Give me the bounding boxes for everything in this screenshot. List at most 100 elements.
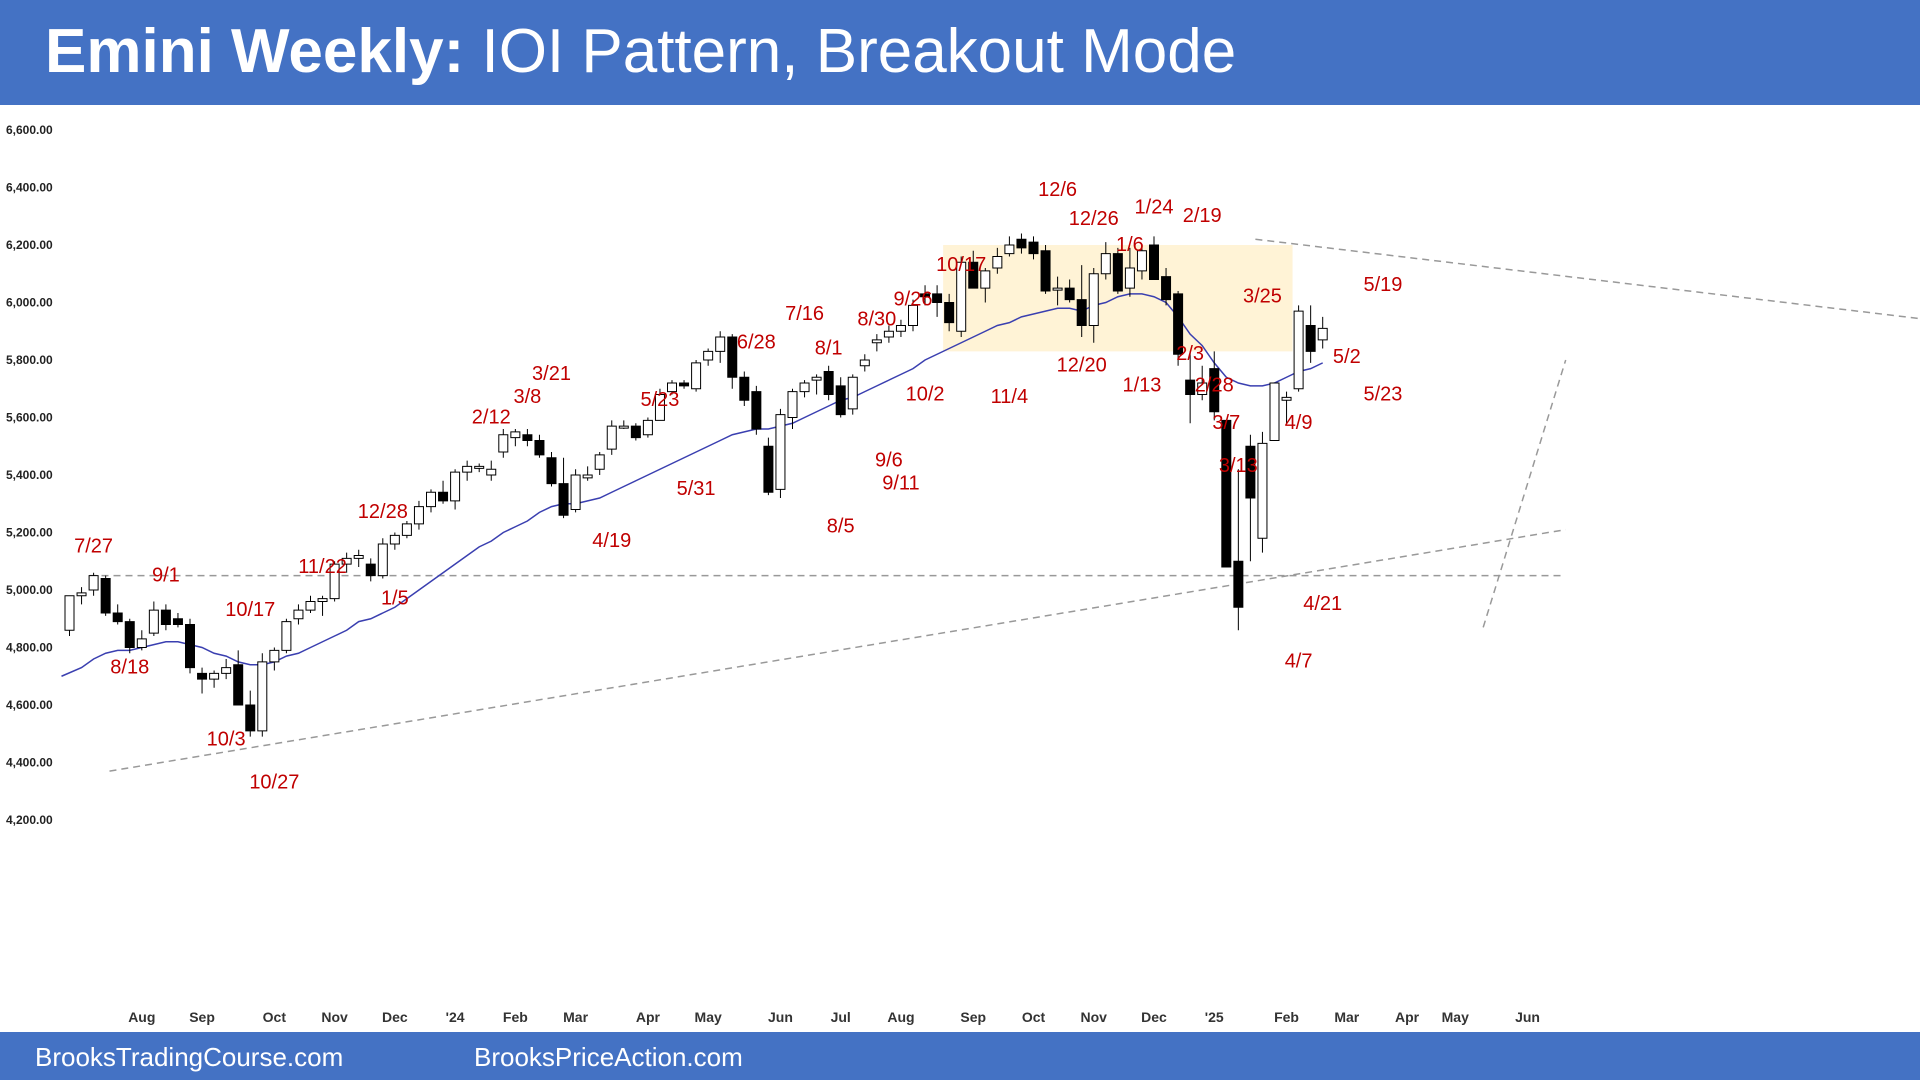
candle-body: [1052, 287, 1063, 291]
date-annotation: 10/3: [207, 728, 246, 750]
candle-body: [462, 465, 473, 473]
page-title: Emini Weekly: IOI Pattern, Breakout Mode: [45, 16, 1236, 87]
candle-body: [185, 624, 195, 669]
x-tick-label: Apr: [1395, 1009, 1420, 1025]
y-tick-label: 6,600.00: [6, 123, 53, 137]
candle-body: [944, 302, 955, 324]
date-annotation: 7/27: [74, 536, 113, 558]
candle-body: [1173, 293, 1184, 355]
candle-body: [353, 555, 364, 559]
candle-body: [1028, 241, 1039, 255]
x-tick-label: Oct: [263, 1009, 287, 1025]
candle-body: [486, 468, 497, 476]
candle-body: [968, 261, 979, 289]
date-annotation: 10/2: [906, 383, 945, 405]
y-tick-label: 6,200.00: [6, 238, 53, 252]
x-tick-label: Jul: [831, 1009, 851, 1025]
date-annotation: 5/31: [677, 478, 716, 500]
candle-body: [64, 595, 75, 631]
date-annotation: 8/5: [827, 516, 855, 538]
candle-body: [763, 445, 774, 493]
candle-body: [739, 376, 750, 401]
date-annotation: 8/1: [815, 337, 843, 359]
candle-body: [847, 376, 858, 410]
candle-body: [401, 523, 412, 536]
candle-body: [1305, 325, 1316, 352]
candle-body: [558, 483, 569, 516]
resistance-trendline: [1255, 238, 1920, 320]
date-annotation: 11/4: [991, 386, 1028, 408]
candle-body: [317, 598, 328, 602]
candle-body: [329, 563, 340, 600]
candle-body: [1245, 445, 1256, 499]
y-tick-label: 5,000.00: [6, 583, 53, 597]
candle-body: [667, 382, 677, 393]
x-tick-label: Jun: [768, 1009, 793, 1025]
footer-link-left[interactable]: BrooksTradingCourse.com: [35, 1042, 344, 1072]
y-tick-label: 5,200.00: [6, 526, 53, 540]
date-annotation: 9/11: [882, 472, 919, 494]
candle-body: [1161, 276, 1172, 301]
candle-body: [1004, 244, 1015, 255]
candlestick-chart: 4,200.00 4,400.00 4,600.00 4,800.00 5,000.00…: [6, 123, 1920, 1025]
candle-body: [197, 672, 208, 680]
date-annotation: 3/21: [532, 363, 571, 385]
candle-body: [1281, 396, 1292, 401]
candle-body: [389, 534, 400, 545]
candle-body: [305, 601, 316, 611]
x-tick-label: Dec: [1141, 1009, 1167, 1025]
date-annotation: 9/1: [152, 564, 180, 586]
candle-body: [546, 457, 557, 485]
candle-body: [510, 431, 521, 439]
candle-body: [1136, 250, 1147, 272]
x-tick-label: '25: [1205, 1009, 1224, 1025]
date-annotation: 1/24: [1135, 196, 1174, 218]
candle-body: [88, 575, 99, 591]
x-tick-label: Dec: [382, 1009, 408, 1025]
date-annotation: 9/26: [894, 288, 933, 310]
x-tick-label: Aug: [128, 1009, 155, 1025]
footer-link-right[interactable]: BrooksPriceAction.com: [474, 1042, 743, 1072]
candle-body: [209, 672, 220, 680]
date-annotation: 8/30: [857, 309, 896, 331]
candle-body: [932, 293, 943, 303]
candle-body: [365, 563, 376, 577]
candle-body: [136, 638, 147, 648]
date-annotation: 4/7: [1285, 651, 1313, 673]
date-annotation: 12/26: [1069, 208, 1119, 230]
candle-body: [413, 506, 424, 525]
candle-body: [1124, 267, 1135, 289]
x-tick-label: Sep: [189, 1009, 215, 1025]
candle-body: [570, 474, 581, 510]
date-annotation: 2/28: [1195, 375, 1234, 397]
candle-body: [257, 661, 268, 732]
candle-body: [956, 261, 967, 332]
candle-body: [1100, 253, 1111, 275]
candle-body: [1016, 238, 1027, 249]
candle-body: [1076, 299, 1087, 326]
candle-body: [269, 649, 280, 663]
date-annotation: 4/19: [592, 530, 631, 552]
x-tick-label: Nov: [1081, 1009, 1108, 1025]
date-annotation: 2/3: [1176, 343, 1204, 365]
date-annotation: 7/16: [785, 303, 824, 325]
candle-body: [703, 350, 714, 361]
date-annotation: 1/13: [1122, 375, 1161, 397]
candle-body: [715, 336, 726, 352]
candle-body: [474, 465, 485, 469]
candle-body: [100, 578, 111, 614]
candle-body: [895, 325, 906, 332]
date-annotation: 11/22: [298, 556, 347, 578]
candle-body: [642, 419, 653, 436]
candle-body: [377, 543, 388, 577]
candle-body: [1293, 310, 1304, 390]
candle-body: [522, 434, 533, 441]
candle-body: [172, 618, 183, 625]
date-annotation: 10/17: [936, 254, 986, 276]
candle-body: [1185, 379, 1196, 395]
support-trendline: [1482, 359, 1567, 628]
x-tick-label: May: [1442, 1009, 1469, 1025]
y-tick-label: 5,400.00: [6, 468, 53, 482]
candle-body: [1149, 244, 1159, 280]
candle-body: [1197, 382, 1208, 395]
